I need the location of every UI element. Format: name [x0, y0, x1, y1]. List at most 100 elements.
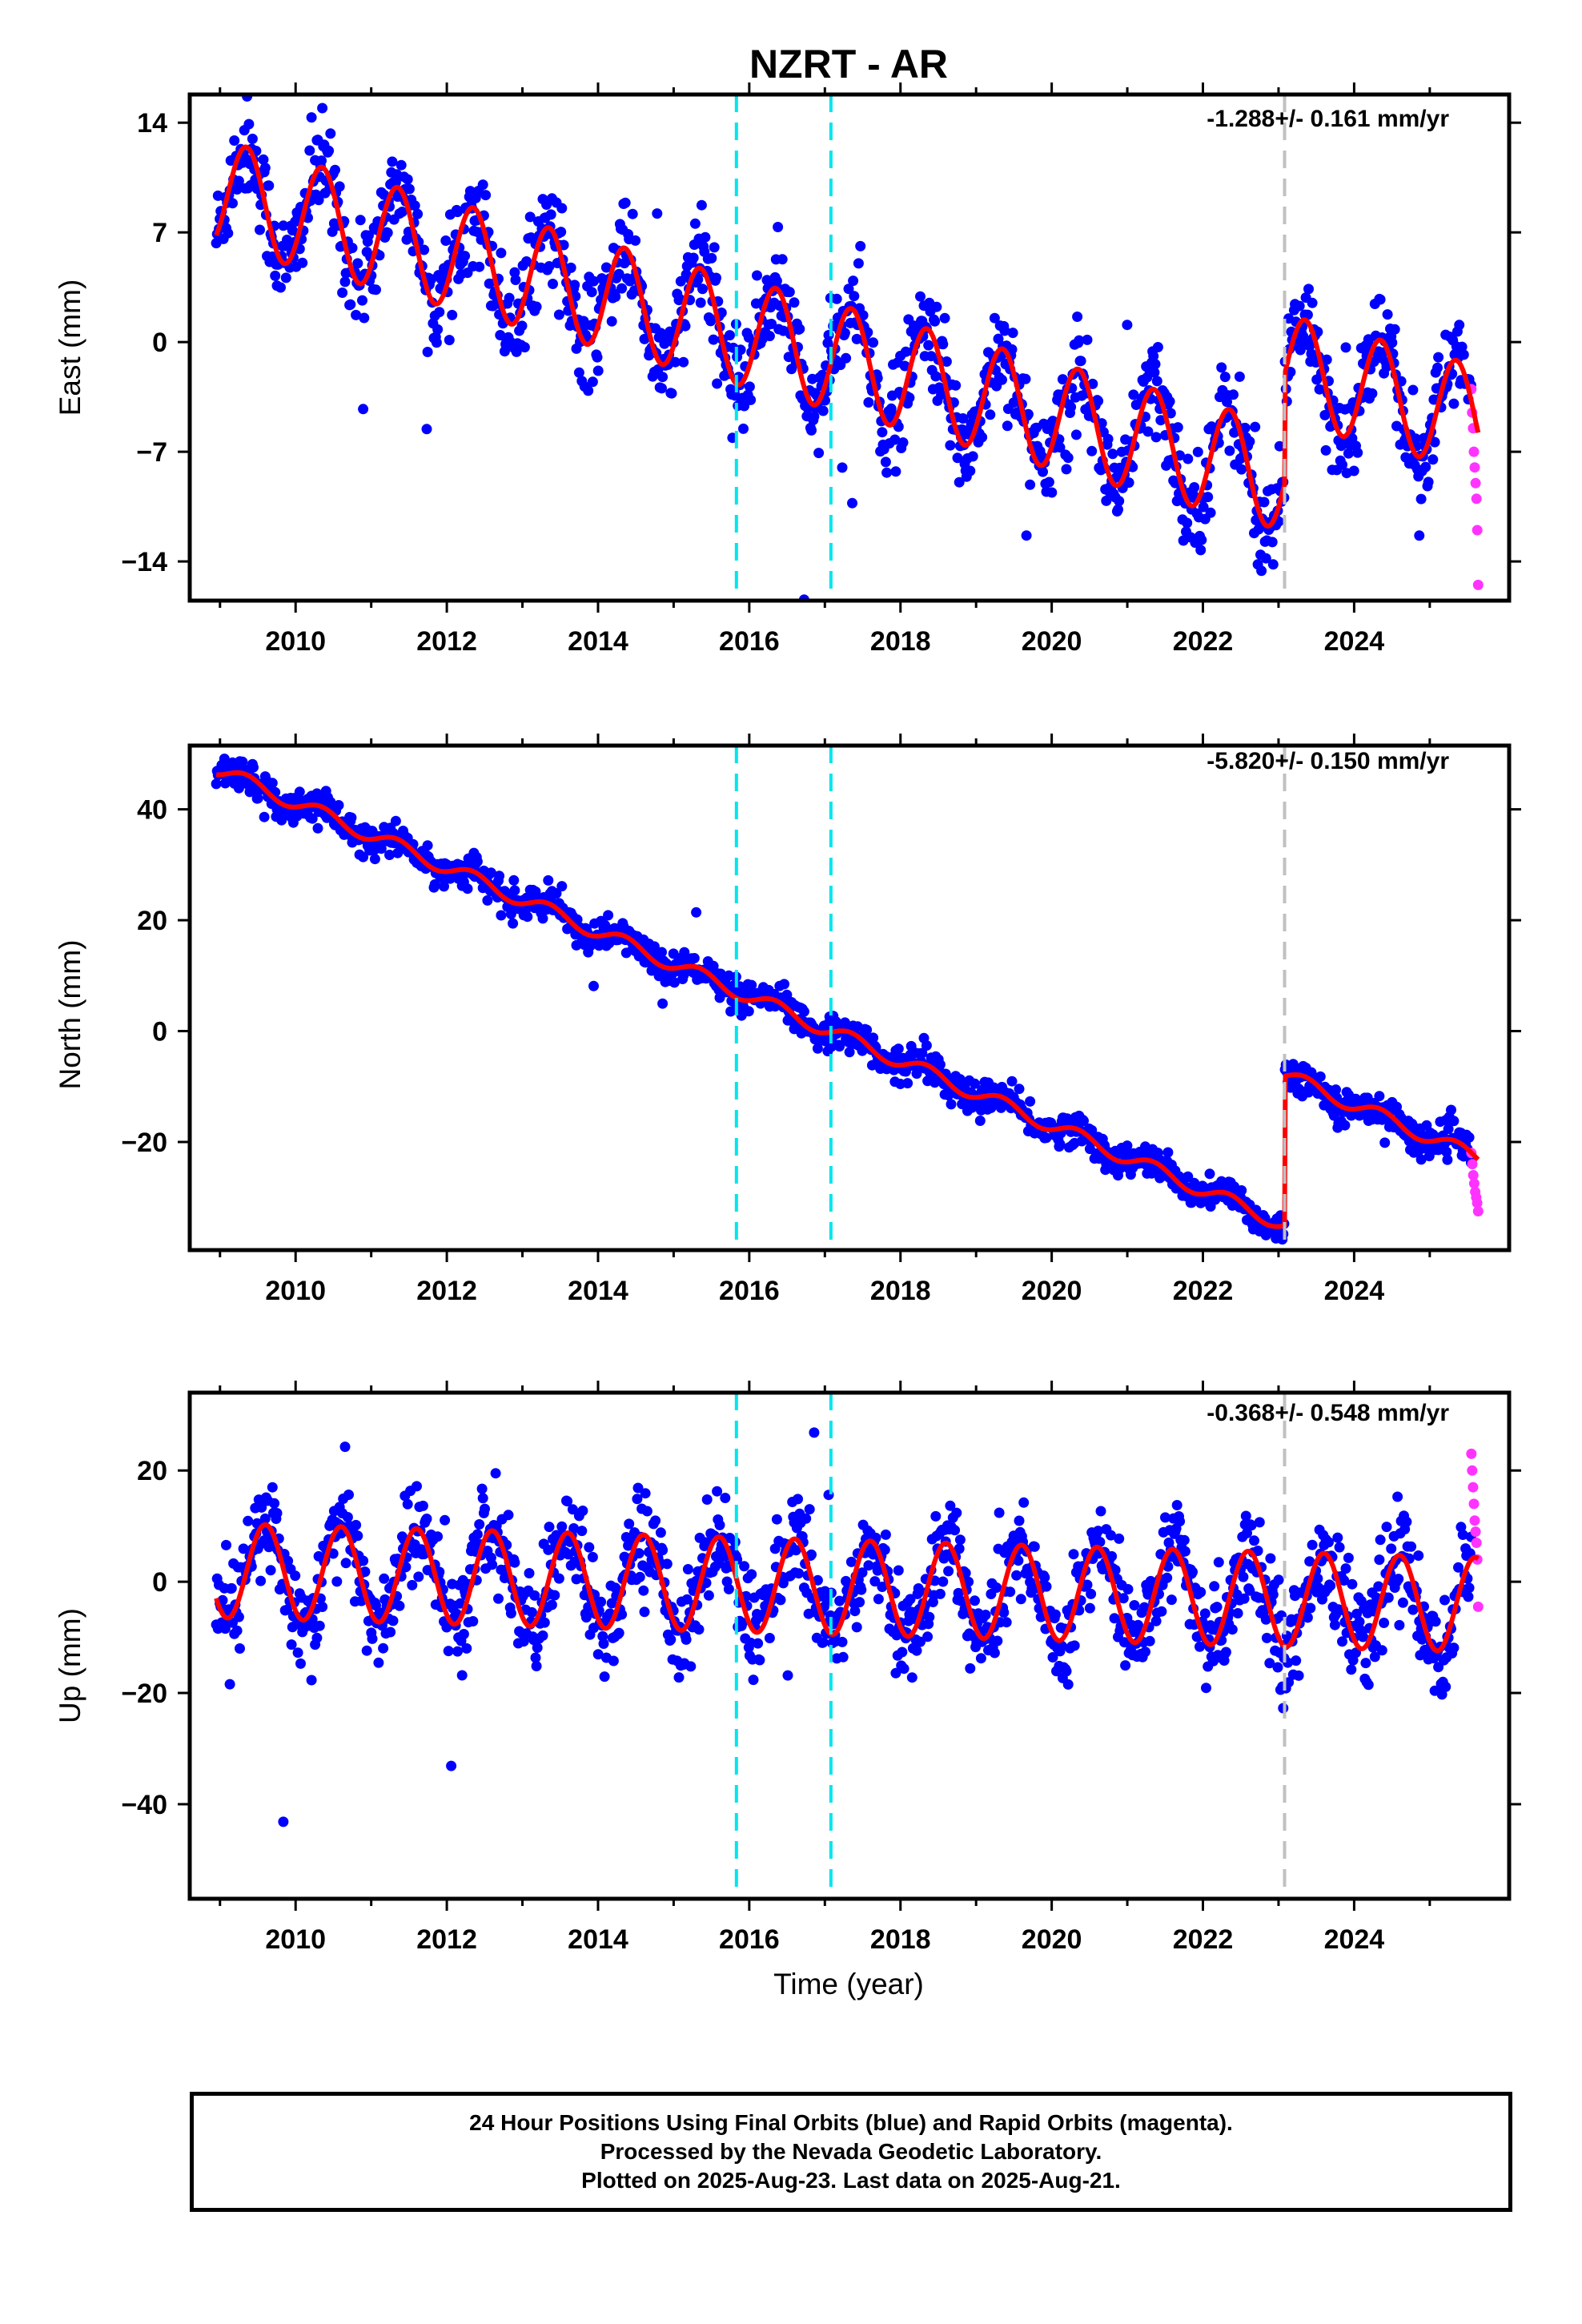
final-orbit-point: [764, 1633, 775, 1643]
final-orbit-point: [592, 365, 604, 376]
final-orbit-point: [275, 282, 286, 293]
final-orbit-point: [231, 1625, 243, 1636]
final-orbit-point: [975, 1653, 986, 1664]
x-tick-label: 2014: [568, 626, 628, 657]
final-orbit-point: [224, 1679, 235, 1690]
final-orbit-point: [881, 467, 893, 478]
final-orbit-point: [1413, 1550, 1424, 1561]
final-orbit-point: [221, 1539, 231, 1550]
final-orbit-point: [1122, 1584, 1134, 1594]
final-orbit-point: [407, 1579, 418, 1590]
final-orbit-point: [1267, 1589, 1279, 1600]
final-orbit-point: [665, 1634, 677, 1645]
x-tick-label: 2016: [719, 1276, 780, 1306]
final-orbit-point: [868, 337, 879, 348]
final-orbit-point: [1211, 1602, 1223, 1613]
final-orbit-point: [1352, 447, 1363, 458]
final-orbit-point: [904, 392, 915, 404]
footer-line-2: Processed by the Nevada Geodetic Laborat…: [600, 2139, 1102, 2164]
final-orbit-point: [934, 1059, 946, 1070]
final-orbit-point: [897, 437, 909, 448]
final-orbit-point: [295, 1658, 306, 1669]
final-orbit-point: [539, 1617, 550, 1628]
final-orbit-point: [851, 333, 862, 344]
final-orbit-point: [837, 1651, 849, 1663]
final-orbit-point: [1448, 398, 1460, 409]
final-orbit-point: [1061, 1666, 1072, 1677]
final-orbit-point: [1087, 378, 1098, 389]
north-rapid-orbit-points: [1466, 1148, 1484, 1216]
final-orbit-point: [402, 1498, 413, 1510]
final-orbit-point: [494, 870, 505, 882]
final-orbit-point: [379, 1573, 390, 1584]
final-orbit-point: [853, 258, 864, 269]
final-orbit-point: [1363, 1679, 1374, 1691]
rapid-orbit-point: [1472, 1206, 1484, 1216]
final-orbit-point: [1232, 1608, 1243, 1618]
rapid-orbit-point: [1470, 1526, 1481, 1538]
final-orbit-point: [1025, 479, 1036, 490]
final-orbit-point: [1302, 1612, 1313, 1623]
final-orbit-point: [1062, 1679, 1074, 1690]
final-orbit-point: [1250, 421, 1261, 432]
final-orbit-point: [1367, 388, 1378, 399]
final-orbit-point: [1387, 337, 1398, 348]
final-orbit-point: [531, 1661, 542, 1671]
final-orbit-point: [753, 1638, 764, 1649]
x-tick-label: 2010: [265, 1276, 326, 1306]
rapid-orbit-point: [1468, 1498, 1480, 1510]
final-orbit-point: [712, 1486, 723, 1497]
final-orbit-point: [945, 440, 956, 451]
final-orbit-point: [1195, 545, 1207, 556]
final-orbit-point: [235, 1643, 245, 1654]
final-orbit-point: [695, 297, 706, 308]
final-orbit-point: [784, 287, 795, 298]
final-orbit-point: [464, 186, 476, 197]
final-orbit-point: [1187, 1566, 1198, 1578]
final-orbit-point: [1446, 1104, 1456, 1116]
final-orbit-point: [565, 262, 576, 273]
final-orbit-point: [936, 389, 947, 400]
final-orbit-point: [440, 235, 452, 246]
final-orbit-point: [738, 423, 749, 434]
final-orbit-point: [509, 1557, 520, 1568]
final-orbit-point: [345, 299, 356, 310]
final-orbit-point: [419, 244, 430, 255]
final-orbit-point: [700, 231, 711, 243]
final-orbit-point: [487, 1559, 498, 1570]
final-orbit-point: [292, 1647, 303, 1659]
final-orbit-point: [1003, 1352, 1014, 1362]
final-orbit-point: [252, 793, 263, 804]
final-orbit-point: [385, 1626, 396, 1638]
final-orbit-point: [670, 356, 681, 368]
final-orbit-point: [793, 1494, 803, 1505]
final-orbit-point: [431, 337, 442, 348]
final-orbit-point: [950, 380, 962, 391]
final-orbit-point: [412, 1481, 422, 1492]
final-orbit-point: [798, 1006, 809, 1017]
final-orbit-point: [831, 293, 842, 304]
final-orbit-point: [849, 291, 860, 302]
rapid-orbit-point: [1467, 1159, 1478, 1170]
y-tick-label: −14: [121, 547, 167, 577]
rapid-orbit-point: [1471, 493, 1482, 505]
final-orbit-point: [1199, 1608, 1211, 1619]
final-orbit-point: [402, 174, 413, 185]
final-orbit-point: [263, 180, 275, 191]
final-orbit-point: [1002, 420, 1013, 432]
chart-title: NZRT - AR: [749, 42, 948, 86]
rapid-orbit-point: [1468, 446, 1480, 457]
final-orbit-point: [1343, 448, 1354, 459]
final-orbit-point: [1379, 1137, 1391, 1148]
final-orbit-point: [1095, 1506, 1106, 1517]
final-orbit-point: [588, 980, 599, 991]
final-orbit-point: [809, 1427, 820, 1438]
final-orbit-point: [373, 1657, 384, 1668]
final-orbit-point: [766, 319, 777, 329]
rapid-orbit-point: [1468, 1482, 1479, 1493]
final-orbit-point: [343, 1490, 354, 1500]
final-orbit-point: [280, 272, 291, 283]
final-orbit-point: [703, 1590, 714, 1601]
final-orbit-point: [1423, 476, 1434, 488]
final-orbit-point: [569, 279, 580, 291]
